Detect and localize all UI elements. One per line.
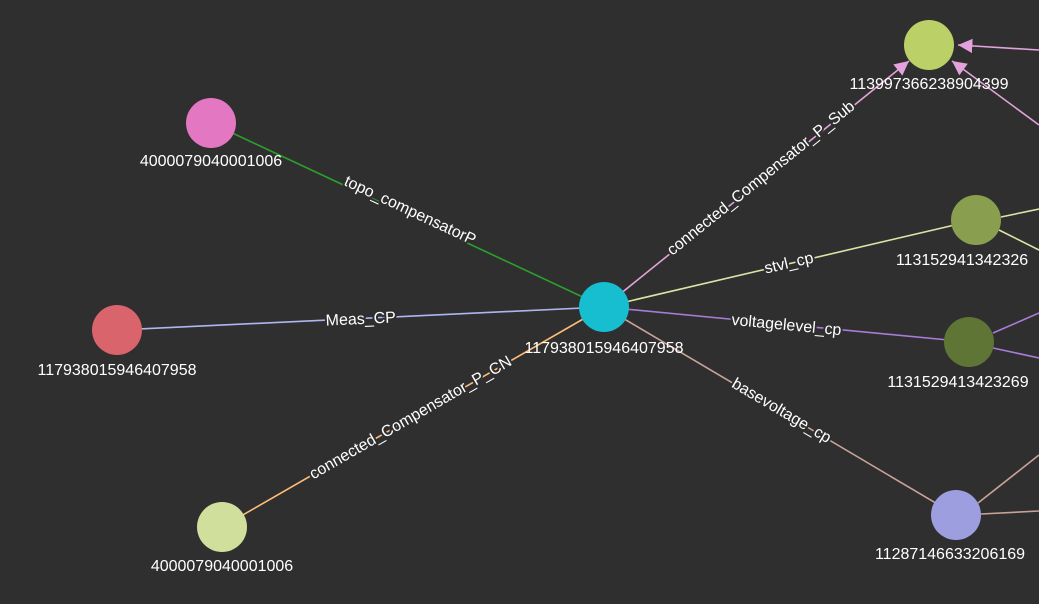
edge-meas-cp[interactable]	[116, 306, 605, 331]
node-olive-stvl[interactable]: 113152941342326	[896, 195, 1028, 269]
edge-offscreen-lavender-upper[interactable]	[977, 454, 1039, 504]
node-green-sub[interactable]: 113997366238904399	[850, 20, 1009, 93]
edge-basevoltage-cp[interactable]	[603, 306, 957, 516]
edge-offscreen-from-green-sub[interactable]	[951, 60, 1039, 126]
edge-offscreen-darkolive-upper[interactable]	[992, 312, 1039, 334]
edge-labels: topo_compensatorP Meas_CP connected_Comp…	[305, 96, 861, 485]
node-label: 11287146633206169	[875, 546, 1025, 563]
node-circle[interactable]	[92, 305, 142, 355]
node-circle[interactable]	[186, 98, 236, 148]
edge-topo-compensatorp[interactable]	[210, 122, 605, 308]
edge-connected-compensator-p-sub[interactable]	[603, 60, 910, 308]
node-label: 117938015946407958	[38, 362, 197, 379]
node-center[interactable]: 117938015946407958	[525, 282, 684, 357]
node-label: 117938015946407958	[525, 340, 684, 357]
node-pink-topo[interactable]: 4000079040001006	[140, 98, 282, 170]
edge-offscreen-darkolive-lower[interactable]	[992, 347, 1039, 359]
edge-voltagelevel-cp[interactable]	[603, 306, 970, 343]
edge-label-connected-compensator-p-sub: connected_Compensator_P_Sub	[664, 98, 858, 259]
node-red-meas[interactable]: 117938015946407958	[38, 305, 197, 379]
edge-label-meas-cp: Meas_CP	[325, 309, 396, 329]
node-label: 113997366238904399	[850, 76, 1009, 93]
edge-offscreen-lavender-lower[interactable]	[980, 510, 1039, 515]
edge-label-connected-compensator-p-cn: connected_Compensator_P_CN	[307, 353, 515, 483]
node-circle[interactable]	[904, 20, 954, 70]
node-circle[interactable]	[197, 502, 247, 552]
node-label: 4000079040001006	[151, 558, 293, 575]
node-label: 1131529413423269	[887, 374, 1028, 391]
node-darkolive-vl[interactable]: 1131529413423269	[887, 317, 1029, 391]
edge-label-basevoltage-cp: basevoltage_cp	[729, 375, 834, 447]
nodes: 117938015946407958 4000079040001006 1179…	[38, 20, 1029, 575]
node-label: 113152941342326	[896, 252, 1028, 269]
edge-offscreen-olive-upper[interactable]	[1000, 208, 1039, 218]
node-circle[interactable]	[931, 490, 981, 540]
node-circle[interactable]	[944, 317, 994, 367]
offscreen-edges	[951, 38, 1039, 515]
node-circle[interactable]	[579, 282, 629, 332]
node-lavender-bv[interactable]: 11287146633206169	[875, 490, 1025, 563]
edge-label-topo-compensatorp: topo_compensatorP	[341, 173, 478, 249]
edges	[116, 60, 977, 528]
edge-stvl-cp[interactable]	[603, 219, 977, 308]
edge-label-stvl-cp: stvl_cp	[763, 250, 815, 278]
edge-label-voltagelevel-cp: voltagelevel_cp	[731, 312, 843, 340]
node-circle[interactable]	[951, 195, 1001, 245]
node-label: 4000079040001006	[140, 153, 282, 170]
node-lightgreen-cn[interactable]: 4000079040001006	[151, 502, 293, 575]
edge-offscreen-olive-lower[interactable]	[998, 229, 1039, 251]
edge-offscreen-to-green-sub[interactable]	[957, 38, 1039, 54]
edge-connected-compensator-p-cn[interactable]	[221, 306, 605, 528]
